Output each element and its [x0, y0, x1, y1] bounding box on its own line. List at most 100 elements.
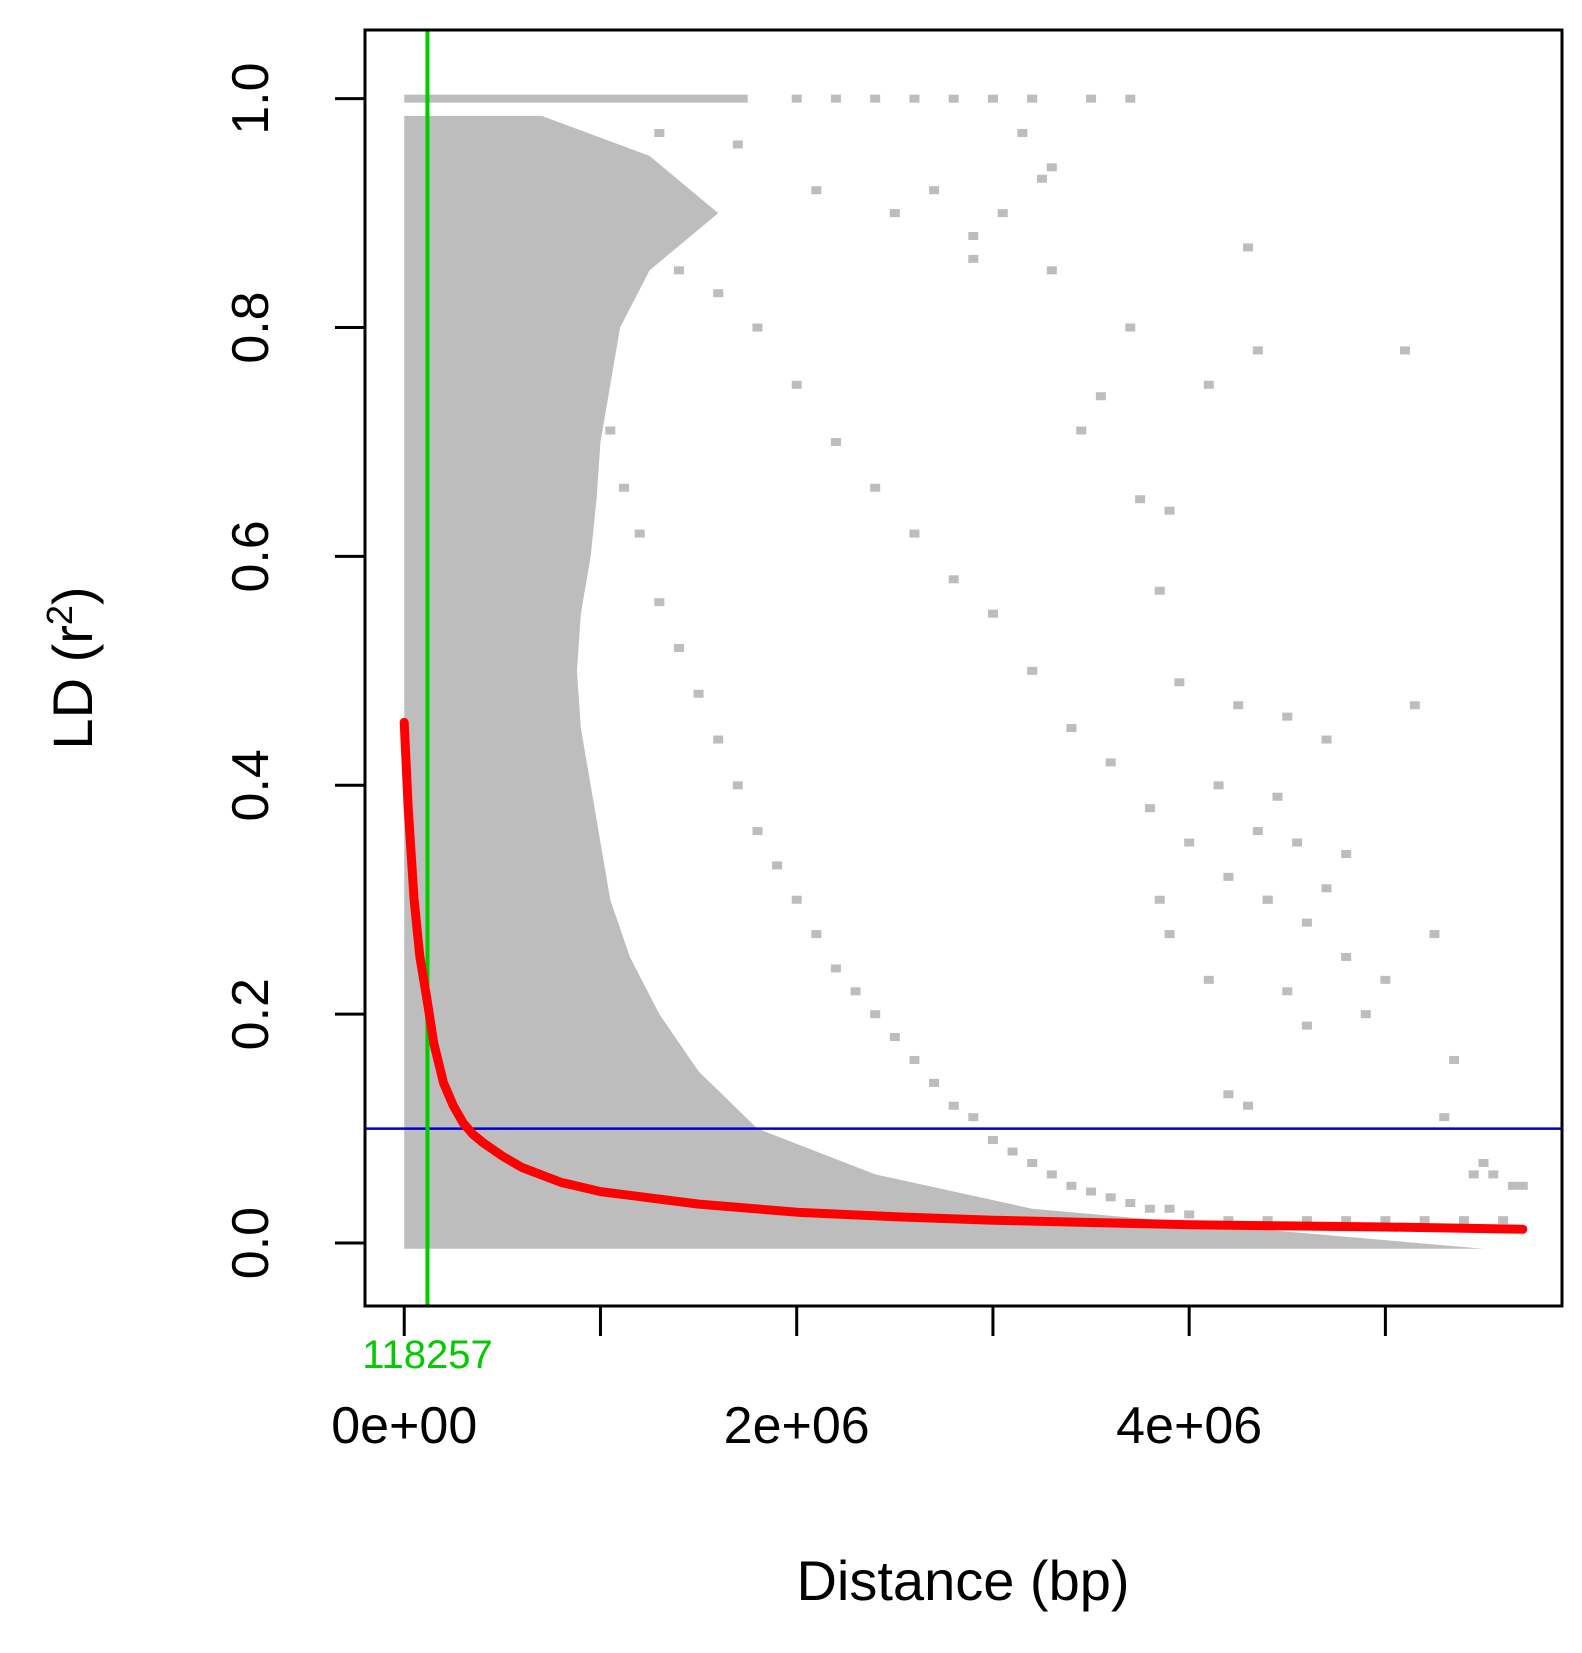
scatter-layer [404, 94, 1528, 1249]
scatter-point [1341, 1216, 1352, 1225]
scatter-point [948, 575, 959, 584]
scatter-point [1223, 872, 1234, 881]
scatter-point [1213, 781, 1224, 790]
scatter-point [1086, 1187, 1097, 1196]
scatter-point [1223, 1216, 1234, 1225]
scatter-point [1164, 506, 1175, 515]
scatter-point [909, 94, 920, 103]
scatter-point [791, 94, 802, 103]
scatter-point [1488, 1170, 1499, 1179]
scatter-point [575, 289, 586, 298]
scatter-point [654, 598, 665, 607]
y-tick-label: 0.6 [222, 520, 280, 592]
scatter-point [987, 94, 998, 103]
scatter-point [1125, 323, 1136, 332]
scatter-point [1066, 724, 1077, 733]
scatter-point [870, 1010, 881, 1019]
x-tick-label: 0e+00 [331, 1397, 477, 1455]
scatter-point [929, 186, 940, 195]
scatter-point [1498, 1216, 1509, 1225]
scatter-point [1174, 678, 1185, 687]
scatter-point [1154, 586, 1165, 595]
scatter-point [673, 643, 684, 652]
scatter-point [605, 426, 616, 435]
scatter-point [1400, 346, 1411, 355]
scatter-point [1105, 1193, 1116, 1202]
scatter-point [948, 1101, 959, 1110]
reference-lines-layer [365, 30, 1562, 1306]
scatter-point [968, 1113, 979, 1122]
scatter-point [987, 1136, 998, 1145]
dense-scatter-band [404, 115, 1484, 1249]
scatter-point [693, 689, 704, 698]
scatter-point [909, 529, 920, 538]
scatter-point [1252, 827, 1263, 836]
scatter-point [1321, 884, 1332, 893]
scatter-point [1007, 1147, 1018, 1156]
scatter-point [1203, 380, 1214, 389]
scatter-point [634, 529, 645, 538]
scatter-point [1233, 701, 1244, 710]
scatter-point [968, 231, 979, 240]
scatter-point [619, 483, 630, 492]
scatter-point [1478, 1158, 1489, 1167]
scatter-point [732, 781, 743, 790]
scatter-point [1184, 1210, 1195, 1219]
scatter-point [1036, 174, 1047, 183]
scatter-point [1086, 94, 1097, 103]
y-axis: 0.0 0.2 0.4 0.6 0.8 1.0 [222, 63, 365, 1279]
scatter-point [1144, 1204, 1155, 1213]
scatter-point [1458, 1216, 1469, 1225]
scatter-band-r2-one [404, 94, 748, 103]
scatter-point [1144, 804, 1155, 813]
y-tick-label: 0.2 [222, 978, 280, 1050]
scatter-point [968, 254, 979, 263]
scatter-point [1321, 735, 1332, 744]
scatter-point [1262, 895, 1273, 904]
scatter-point [870, 94, 881, 103]
scatter-point [1164, 1204, 1175, 1213]
plot-frame [363, 28, 1564, 1308]
scatter-point [1409, 701, 1420, 710]
scatter-point [1243, 243, 1254, 252]
scatter-point [1223, 1090, 1234, 1099]
scatter-point [850, 987, 861, 996]
scatter-point [997, 209, 1008, 218]
scatter-point [889, 1033, 900, 1042]
scatter-point [1262, 1216, 1273, 1225]
scatter-point [1027, 94, 1038, 103]
x-tick-label: 4e+06 [1116, 1397, 1262, 1455]
y-tick-label: 1.0 [222, 63, 280, 135]
y-axis-title: LD (r2) [39, 586, 105, 749]
scatter-point [1301, 1021, 1312, 1030]
y-axis-title-main: LD (r [41, 625, 104, 749]
scatter-point [591, 346, 602, 355]
scatter-point [929, 1078, 940, 1087]
scatter-point [772, 861, 783, 870]
scatter-point [673, 266, 684, 275]
y-axis-title-superscript: 2 [39, 605, 80, 625]
scatter-point [1380, 1216, 1391, 1225]
scatter-point [560, 231, 571, 240]
scatter-point [1301, 1216, 1312, 1225]
scatter-point [1282, 712, 1293, 721]
scatter-point [1252, 346, 1263, 355]
scatter-point [1125, 94, 1136, 103]
decay-curve-layer [399, 717, 1528, 1234]
decay-distance-label: 118257 [362, 1333, 493, 1377]
y-axis-title-close: ) [41, 586, 104, 605]
decay-curve [399, 717, 1528, 1234]
scatter-point [1095, 392, 1106, 401]
scatter-point [1076, 426, 1087, 435]
scatter-point [830, 94, 841, 103]
y-tick-label: 0.4 [222, 749, 280, 821]
scatter-point [1507, 1181, 1518, 1190]
scatter-point [1027, 666, 1038, 675]
scatter-point [987, 609, 998, 618]
scatter-point [1429, 930, 1440, 939]
scatter-point [811, 186, 822, 195]
x-tick-label: 2e+06 [724, 1397, 870, 1455]
scatter-point [1468, 1170, 1479, 1179]
